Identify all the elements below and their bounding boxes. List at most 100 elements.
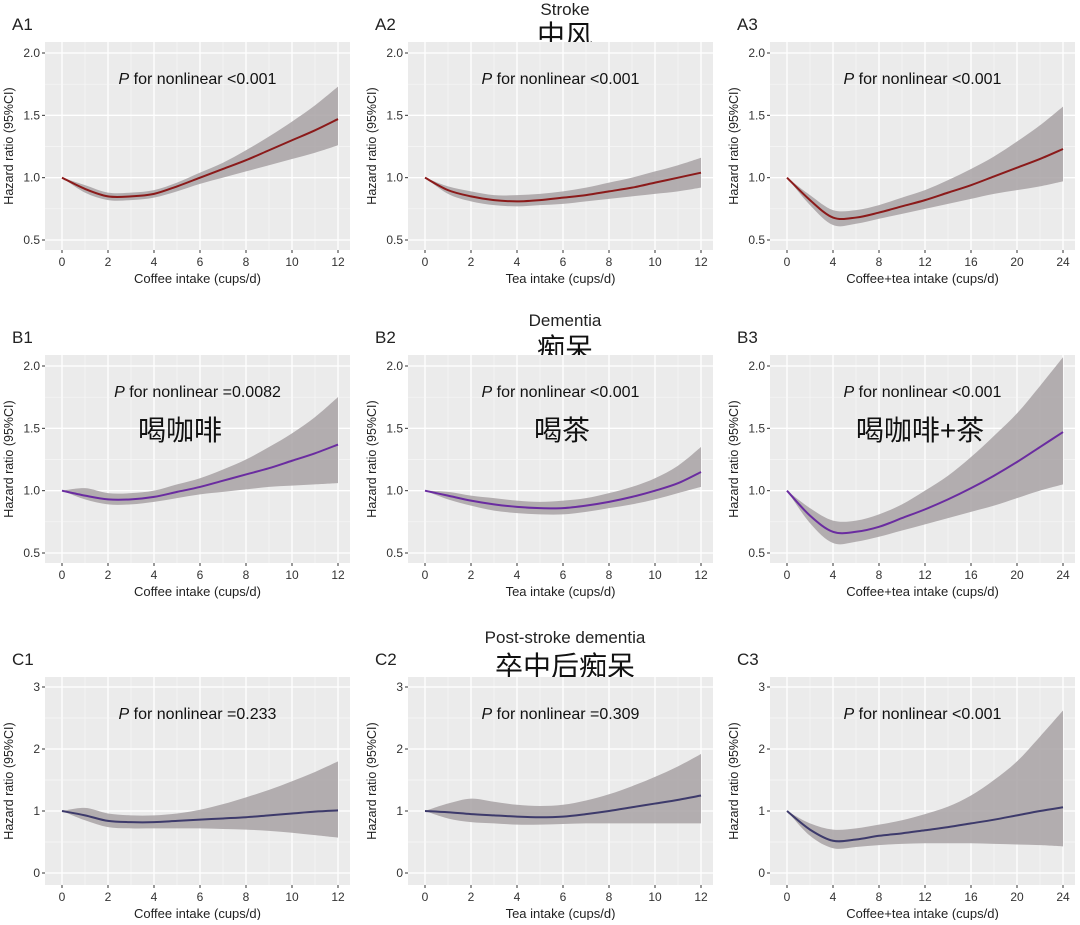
panel-label: B1 — [12, 328, 33, 347]
y-axis-label: Hazard ratio (95%CI) — [2, 400, 16, 517]
panel-label: A3 — [737, 15, 758, 34]
y-tick-label: 1 — [758, 804, 765, 818]
y-tick-label: 2 — [33, 742, 40, 756]
p-symbol: P — [114, 384, 125, 401]
section-title-en: Post-stroke dementia — [485, 628, 646, 647]
p-symbol: P — [119, 706, 130, 723]
x-tick-label: 12 — [918, 255, 932, 269]
x-tick-label: 8 — [606, 890, 613, 904]
y-tick-label: 0 — [396, 866, 403, 880]
y-tick-label: 1.5 — [23, 421, 40, 435]
x-axis-label: Coffee+tea intake (cups/d) — [846, 906, 999, 920]
x-tick-label: 8 — [243, 890, 250, 904]
y-axis-label: Hazard ratio (95%CI) — [727, 87, 741, 204]
x-tick-label: 4 — [151, 890, 158, 904]
hazard-ratio-line — [61, 809, 339, 824]
p-value-text: for nonlinear <0.001 — [854, 384, 1001, 401]
x-tick-label: 0 — [59, 568, 66, 582]
x-tick-label: 12 — [694, 890, 708, 904]
x-tick-label: 16 — [964, 255, 978, 269]
y-tick-label: 0.5 — [748, 546, 765, 560]
x-tick-label: 8 — [876, 890, 883, 904]
x-tick-label: 24 — [1056, 890, 1070, 904]
chinese-annotation: 喝咖啡+茶 — [856, 415, 984, 446]
x-tick-label: 10 — [648, 890, 662, 904]
x-tick-label: 12 — [331, 568, 345, 582]
y-axis-label: Hazard ratio (95%CI) — [2, 722, 16, 839]
y-tick-label: 0.5 — [748, 233, 765, 247]
x-tick-label: 2 — [468, 568, 475, 582]
hazard-ratio-line — [786, 806, 1064, 843]
y-tick-label: 0.5 — [23, 233, 40, 247]
x-tick-label: 24 — [1056, 255, 1070, 269]
x-tick-label: 24 — [1056, 568, 1070, 582]
p-value-text: for nonlinear <0.001 — [854, 706, 1001, 723]
x-tick-label: 8 — [606, 255, 613, 269]
hazard-ratio-line — [424, 794, 702, 819]
panel-label: C2 — [375, 650, 397, 669]
x-tick-label: 16 — [964, 568, 978, 582]
x-tick-label: 2 — [468, 255, 475, 269]
x-axis-label: Tea intake (cups/d) — [506, 271, 616, 286]
panel-b3: 0 4 8 12 16 20 24 0.5 1.0 1.5 2.0 Coffee+tea intake… — [727, 328, 1075, 599]
x-tick-label: 10 — [285, 255, 299, 269]
x-tick-label: 12 — [331, 255, 345, 269]
ci-ribbon — [787, 710, 1063, 849]
ci-ribbon — [425, 157, 701, 207]
x-tick-label: 6 — [560, 255, 567, 269]
y-tick-label: 2.0 — [386, 46, 403, 60]
x-tick-label: 4 — [151, 568, 158, 582]
panel-label: B3 — [737, 328, 758, 347]
p-value-text: for nonlinear =0.0082 — [125, 384, 281, 401]
y-tick-label: 0 — [758, 866, 765, 880]
p-value-annotation: P for nonlinear <0.001 — [119, 71, 277, 88]
x-tick-label: 6 — [560, 890, 567, 904]
y-tick-label: 1.0 — [386, 484, 403, 498]
panel-label: A2 — [375, 15, 396, 34]
x-tick-label: 16 — [964, 890, 978, 904]
p-symbol: P — [844, 384, 855, 401]
y-tick-label: 3 — [33, 680, 40, 694]
ci-ribbon — [787, 106, 1063, 227]
y-tick-label: 0 — [33, 866, 40, 880]
x-tick-label: 8 — [606, 568, 613, 582]
x-tick-label: 8 — [243, 255, 250, 269]
x-tick-label: 12 — [694, 255, 708, 269]
y-tick-label: 1.0 — [748, 171, 765, 185]
x-tick-label: 4 — [151, 255, 158, 269]
x-axis-label: Coffee intake (cups/d) — [134, 906, 261, 920]
x-tick-label: 2 — [105, 568, 112, 582]
x-tick-label: 0 — [59, 890, 66, 904]
x-tick-label: 4 — [830, 568, 837, 582]
hazard-ratio-line — [786, 148, 1064, 221]
section-title-en: Dementia — [529, 311, 602, 330]
x-tick-label: 20 — [1010, 568, 1024, 582]
panel-b2: 0 2 4 6 8 10 12 0.5 1.0 1.5 2.0 Tea intake (cups/d)… — [365, 328, 713, 599]
x-axis-label: Coffee intake (cups/d) — [134, 271, 261, 286]
p-value-annotation: P for nonlinear <0.001 — [482, 71, 640, 88]
x-tick-label: 12 — [694, 568, 708, 582]
y-tick-label: 1.5 — [748, 421, 765, 435]
x-tick-label: 10 — [648, 568, 662, 582]
ci-ribbon — [787, 357, 1063, 545]
panel-a1: 0 2 4 6 8 10 12 0.5 1.0 1.5 2.0 Coffee intake (cups… — [2, 15, 350, 286]
panel-a2: 0 2 4 6 8 10 12 0.5 1.0 1.5 2.0 Tea intake (cups/d)… — [365, 15, 713, 286]
p-value-text: for nonlinear =0.309 — [492, 706, 639, 723]
p-value-annotation: P for nonlinear =0.0082 — [114, 384, 281, 401]
x-tick-label: 8 — [876, 568, 883, 582]
y-tick-label: 1.0 — [23, 484, 40, 498]
panel-label: C1 — [12, 650, 34, 669]
y-tick-label: 1.0 — [386, 171, 403, 185]
p-symbol: P — [844, 706, 855, 723]
p-value-text: for nonlinear <0.001 — [492, 384, 639, 401]
chinese-annotation: 喝咖啡 — [138, 415, 222, 446]
p-value-text: for nonlinear <0.001 — [854, 71, 1001, 88]
x-tick-label: 0 — [422, 255, 429, 269]
plot-background — [408, 355, 713, 563]
panel-b1: 0 2 4 6 8 10 12 0.5 1.0 1.5 2.0 Coffee intake (cups… — [2, 328, 350, 599]
p-symbol: P — [482, 71, 493, 88]
y-tick-label: 0.5 — [386, 233, 403, 247]
